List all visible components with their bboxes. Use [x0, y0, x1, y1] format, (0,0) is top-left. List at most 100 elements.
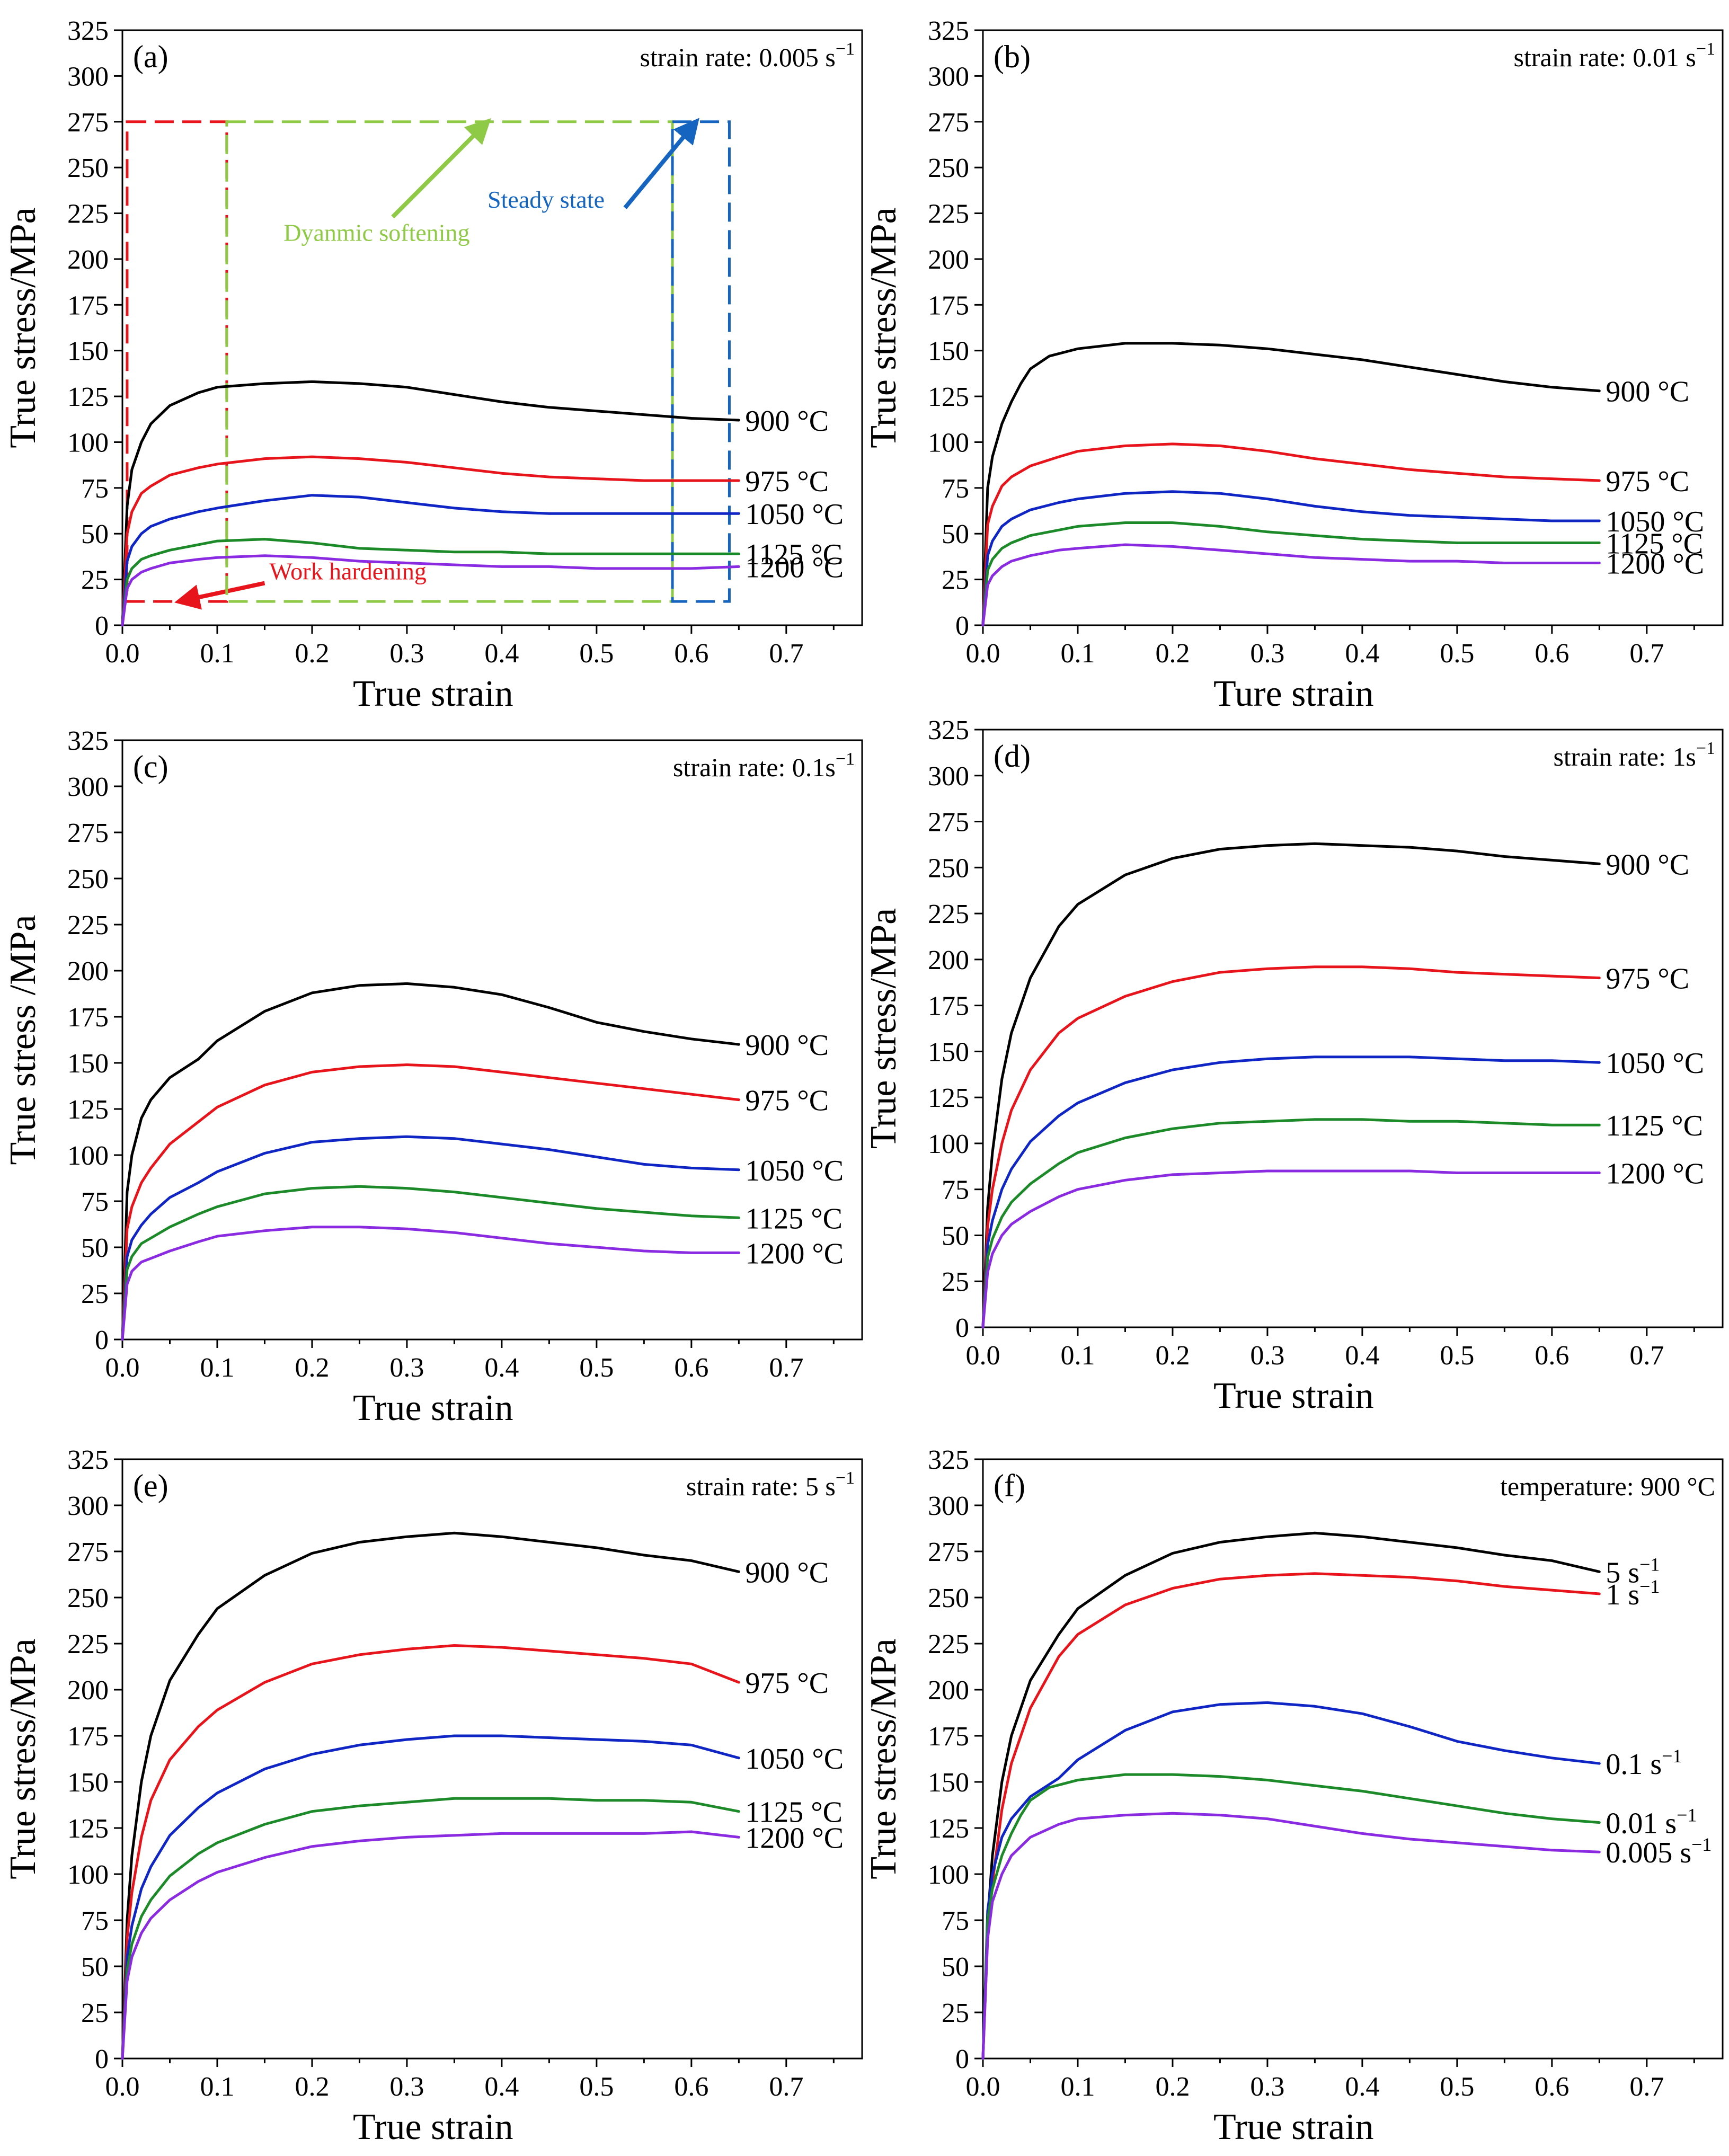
- x-tick-label: 0.1: [200, 638, 234, 669]
- series-label-2: 1050 °C: [745, 1155, 844, 1187]
- y-tick-label: 150: [67, 336, 109, 367]
- series-line-3: [121, 538, 740, 627]
- y-tick-label: 175: [67, 290, 109, 321]
- plot-frame: [982, 729, 1724, 1328]
- panel-label: (e): [133, 1468, 169, 1503]
- x-tick-label: 0.4: [1345, 638, 1379, 669]
- x-tick-label: 0.2: [1155, 2072, 1190, 2102]
- y-tick-label: 325: [67, 1445, 109, 1475]
- annotation-label: Dyanmic softening: [283, 219, 469, 246]
- series-label-0: 900 °C: [745, 1029, 829, 1062]
- x-axis-title: True strain: [353, 673, 513, 714]
- y-tick-label: 75: [942, 1906, 969, 1936]
- y-tick-label: 300: [67, 1491, 109, 1521]
- series-line-1: [981, 1572, 1601, 2060]
- plot-frame: [121, 739, 863, 1341]
- y-tick-label: 100: [67, 1141, 109, 1171]
- y-tick-label: 275: [67, 1537, 109, 1567]
- x-tick-label: 0.3: [1250, 638, 1284, 669]
- series-line-0: [981, 342, 1601, 627]
- y-axis-title: True stress/MPa: [863, 207, 904, 448]
- series-line-4: [121, 1226, 740, 1341]
- y-tick-label: 125: [67, 1814, 109, 1844]
- y-tick-label: 125: [67, 382, 109, 412]
- y-tick-label: 325: [67, 726, 109, 756]
- series-line-3: [981, 1118, 1601, 1329]
- y-tick-label: 50: [942, 519, 969, 549]
- y-tick-label: 300: [928, 61, 969, 92]
- y-tick-label: 225: [67, 910, 109, 941]
- y-tick-label: 0: [95, 2044, 109, 2074]
- y-tick-label: 275: [67, 818, 109, 848]
- y-tick-label: 200: [67, 245, 109, 275]
- y-tick-label: 300: [67, 61, 109, 92]
- x-tick-label: 0.1: [1060, 1341, 1095, 1371]
- y-tick-label: 125: [928, 382, 969, 412]
- x-tick-label: 0.1: [200, 2072, 234, 2102]
- y-axis-title: True stress/MPa: [863, 908, 904, 1149]
- series-line-4: [981, 1812, 1601, 2060]
- chart-panel-6: 0.0 0.1 0.2 0.3 0.4 0.5 0.6 0.7 0 25 50 75 100 125 150…: [863, 1445, 1724, 2148]
- x-tick-label: 0.6: [674, 2072, 708, 2102]
- chart-panel-2: 0.0 0.1 0.2 0.3 0.4 0.5 0.6 0.7 0 25 50 75 100 125 150…: [863, 16, 1724, 714]
- series-label-3: 1125 °C: [745, 1796, 843, 1829]
- series-line-3: [981, 521, 1601, 627]
- y-tick-label: 200: [67, 1675, 109, 1706]
- x-tick-label: 0.2: [295, 638, 329, 669]
- y-tick-label: 200: [928, 1675, 969, 1706]
- series-line-2: [981, 1701, 1601, 2060]
- y-tick-label: 175: [928, 1722, 969, 1752]
- series-label-4: 1200 °C: [745, 1822, 844, 1855]
- series-label-2: 1050 °C: [1606, 1047, 1704, 1080]
- y-tick-label: 25: [942, 1998, 969, 2028]
- series-label-3: 1125 °C: [1606, 528, 1703, 561]
- y-tick-label: 100: [928, 428, 969, 458]
- series-label-3: 0.01 s−1: [1606, 1805, 1697, 1840]
- series-label-0: 900 °C: [745, 405, 829, 438]
- y-tick-label: 25: [81, 1998, 109, 2028]
- y-tick-label: 75: [942, 1175, 969, 1205]
- series-label-1: 975 °C: [745, 1667, 829, 1700]
- y-tick-label: 225: [67, 199, 109, 229]
- y-tick-label: 150: [67, 1049, 109, 1079]
- plot-frame: [982, 29, 1724, 626]
- series-line-0: [121, 1531, 740, 2060]
- y-tick-label: 200: [928, 945, 969, 975]
- y-tick-label: 0: [955, 1313, 969, 1343]
- annotation-2: Steady state: [487, 118, 731, 603]
- x-tick-label: 0.3: [389, 1353, 424, 1383]
- x-tick-label: 0.7: [1629, 1341, 1664, 1371]
- y-tick-label: 275: [928, 108, 969, 138]
- x-tick-label: 0.2: [1155, 638, 1190, 669]
- annotation-0: Work hardening: [126, 120, 427, 610]
- series-label-4: 1200 °C: [745, 551, 844, 584]
- annotation-1: Dyanmic softening: [225, 118, 674, 603]
- x-tick-label: 0.3: [1250, 2072, 1284, 2102]
- annotation-arrow: [174, 581, 265, 610]
- y-tick-label: 0: [95, 611, 109, 641]
- series-label-0: 5 s−1: [1606, 1554, 1660, 1589]
- y-tick-label: 250: [67, 864, 109, 894]
- panel-label: (a): [133, 39, 169, 74]
- y-tick-label: 50: [81, 1952, 109, 1982]
- series-label-4: 0.005 s−1: [1606, 1834, 1712, 1869]
- series-label-2: 1050 °C: [1606, 505, 1704, 538]
- y-tick-label: 25: [942, 1267, 969, 1297]
- y-tick-label: 25: [81, 565, 109, 596]
- x-axis-title: True strain: [353, 1388, 513, 1429]
- annotation-arrow: [391, 118, 491, 219]
- y-tick-label: 0: [955, 2044, 969, 2074]
- y-axis-title: True stress/MPa: [3, 207, 43, 448]
- y-tick-label: 25: [81, 1279, 109, 1309]
- y-tick-label: 225: [928, 1629, 969, 1660]
- corner-note: strain rate: 0.01 s−1: [1513, 39, 1715, 72]
- x-tick-label: 0.0: [105, 638, 140, 669]
- plot-frame: [121, 29, 863, 626]
- panel-label: (d): [994, 739, 1031, 774]
- series-label-2: 0.1 s−1: [1606, 1745, 1682, 1781]
- x-axis-title: Ture strain: [1213, 673, 1374, 714]
- series-line-2: [121, 1135, 740, 1341]
- chart-panel-1: 0.0 0.1 0.2 0.3 0.4 0.5 0.6 0.7 0 25 50 75 100 125 150…: [3, 16, 863, 714]
- y-tick-label: 75: [81, 1906, 109, 1936]
- x-tick-label: 0.5: [1440, 1341, 1474, 1371]
